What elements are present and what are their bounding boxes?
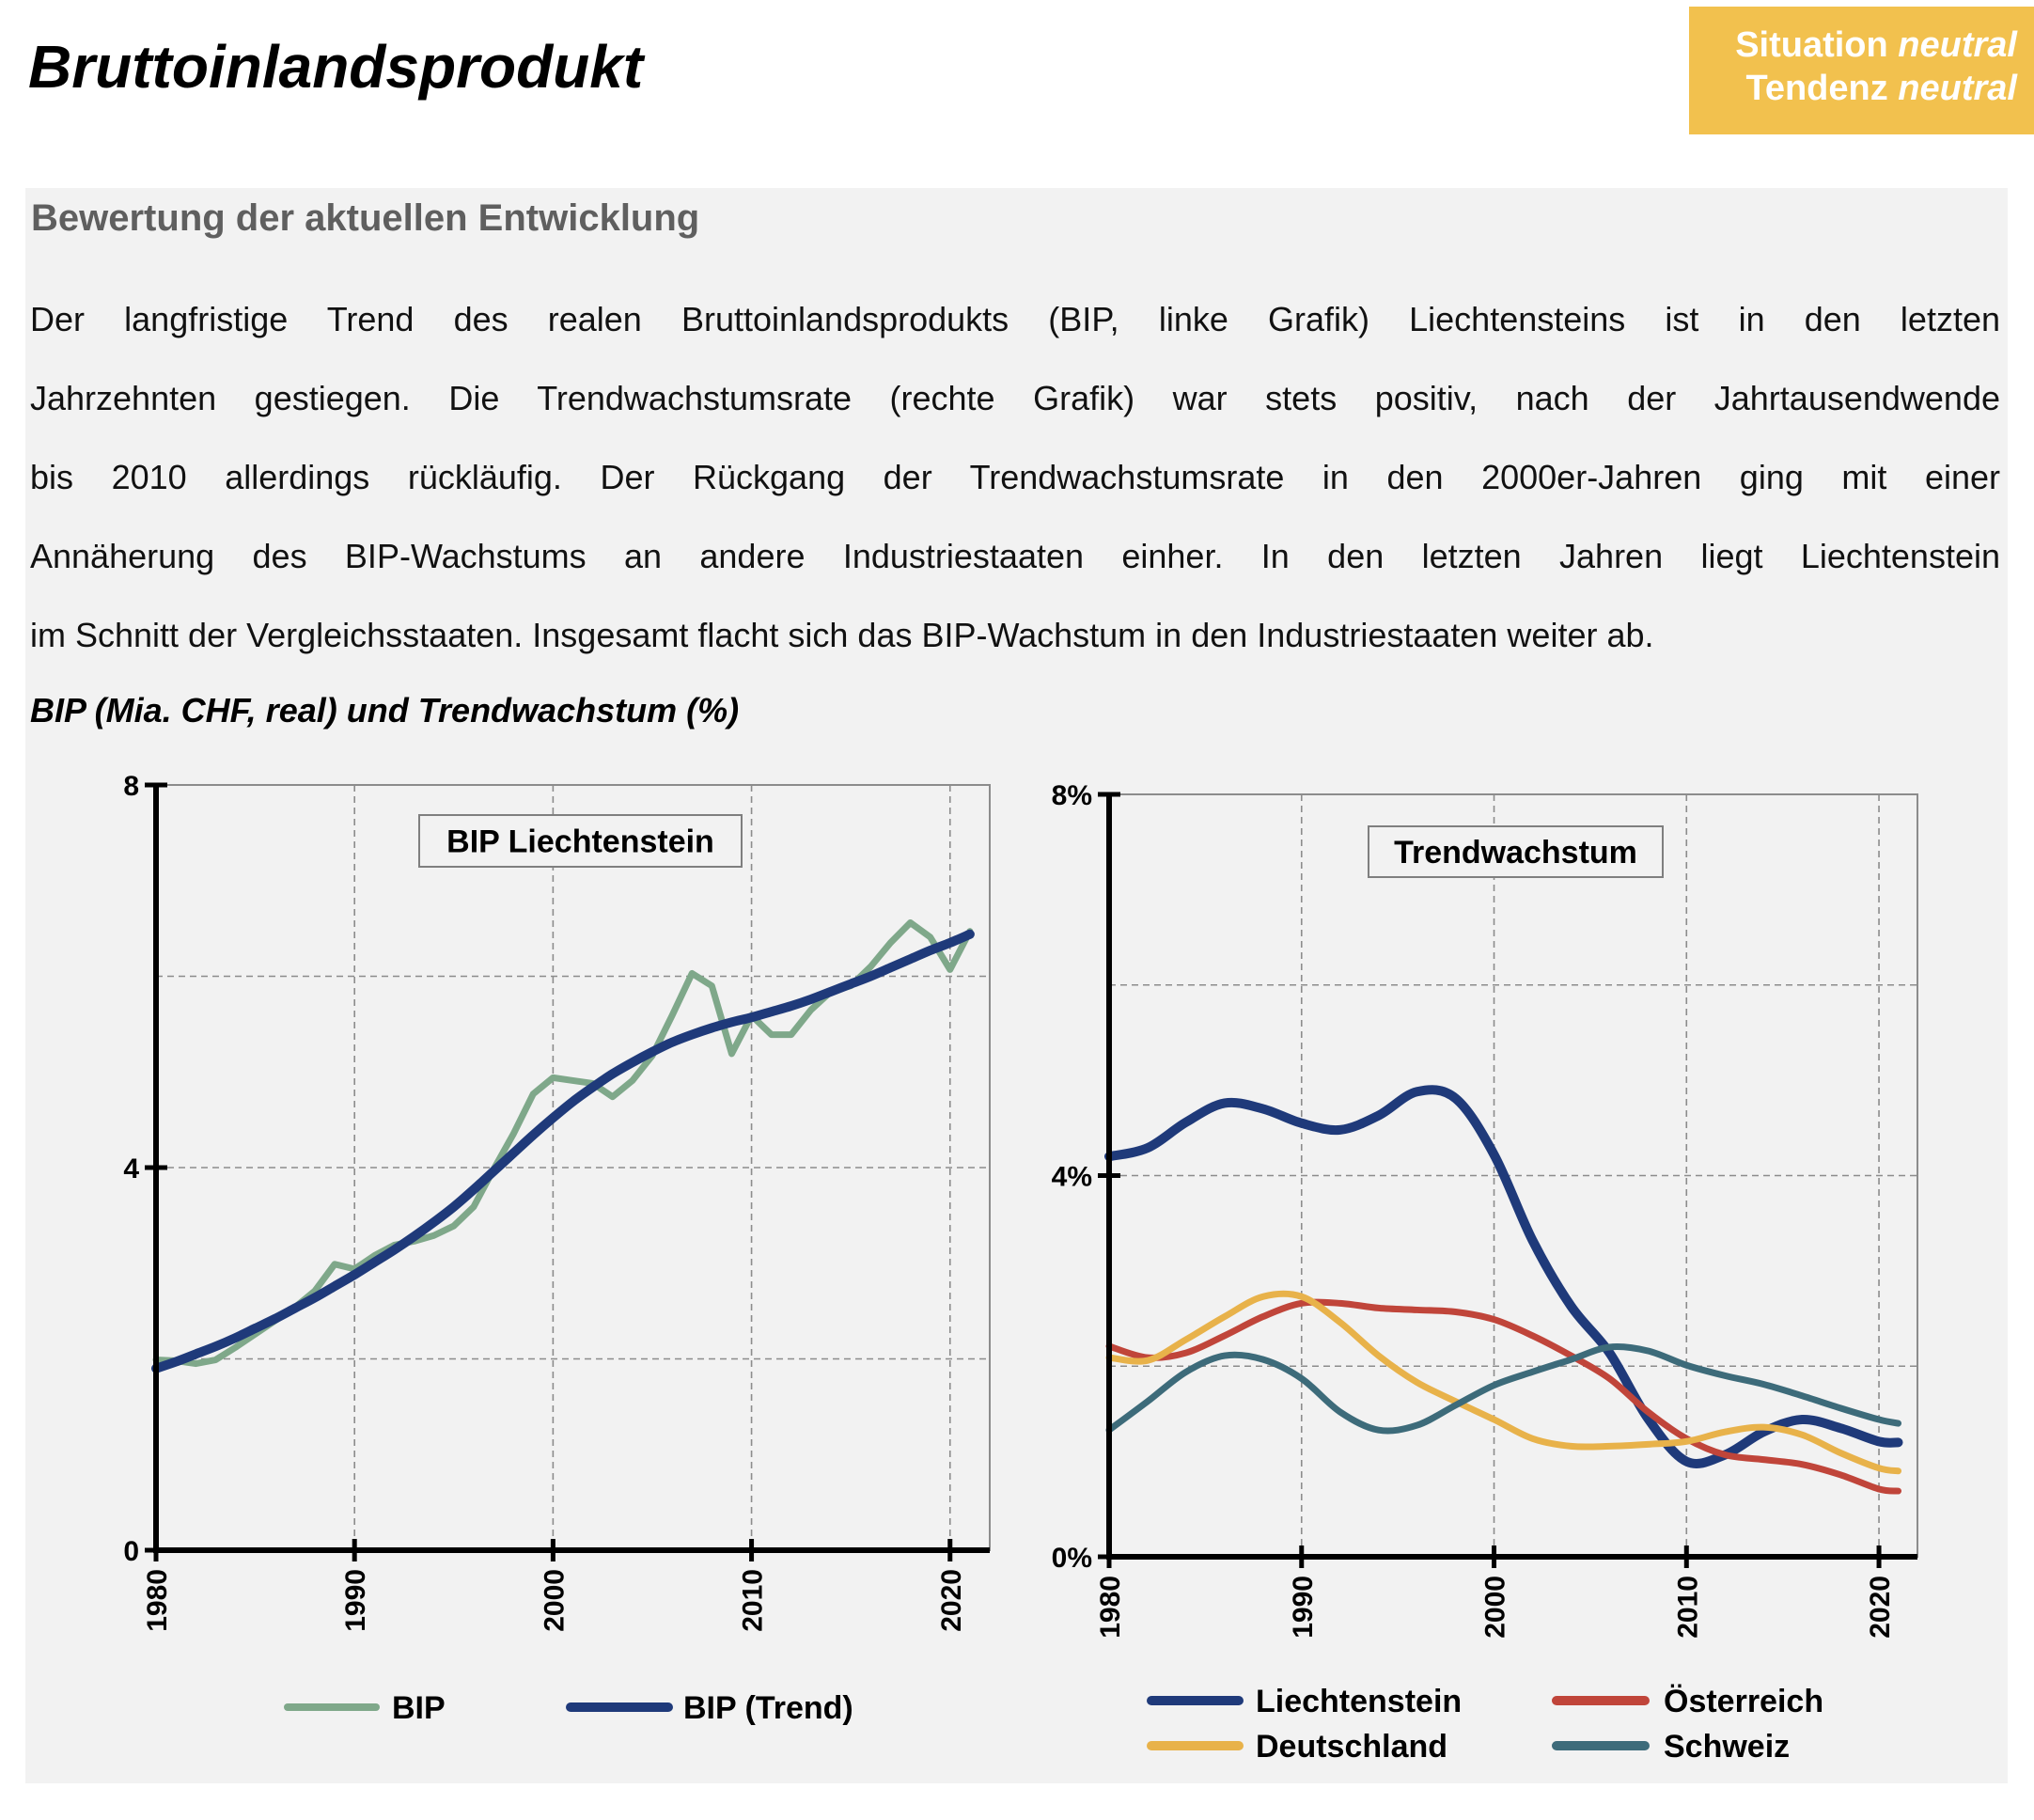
- legend-label: Liechtenstein: [1256, 1684, 1462, 1719]
- series-line-liechtenstein: [1104, 1085, 1903, 1468]
- trend-growth-chart: 0% 4% 8% 1980 1990 2000 2010 2020 Trendwachstum L…: [1052, 780, 1918, 1765]
- y-tick-label: 8: [123, 771, 139, 802]
- paragraph-line: Der langfristige Trend des realen Brutto…: [30, 300, 2000, 338]
- x-tick-label: 2020: [1865, 1576, 1896, 1639]
- figure-title: BIP (Mia. CHF, real) und Trendwachstum (…: [30, 691, 740, 730]
- chart-title: Trendwachstum: [1394, 835, 1637, 871]
- tendenz-value: neutral: [1898, 69, 2017, 108]
- x-tick-label: 2000: [1480, 1576, 1511, 1639]
- series-line-deutschland: [1105, 1290, 1902, 1475]
- paragraph-line: bis 2010 allerdings rückläufig. Der Rück…: [30, 458, 2000, 496]
- assessment-paragraph: Der langfristige Trend des realen Brutto…: [30, 280, 2000, 675]
- x-tick-label: 2010: [1672, 1576, 1703, 1639]
- x-tick-label: 2020: [936, 1569, 967, 1632]
- plot-border: [1108, 793, 1918, 1558]
- situation-value: neutral: [1898, 25, 2017, 65]
- tendenz-label: Tendenz: [1745, 69, 1888, 108]
- paragraph-line: Jahrzehnten gestiegen. Die Trendwachstum…: [30, 379, 2000, 417]
- legend-label: BIP: [392, 1690, 446, 1726]
- page-title: Bruttoinlandsprodukt: [28, 33, 644, 101]
- bip-chart: 0 4 8 1980 1990 2000 2010 2020 BIP Liechtenstein…: [123, 771, 991, 1726]
- status-badge: Situation neutral Tendenz neutral: [1689, 7, 2034, 134]
- section-heading: Bewertung der aktuellen Entwicklung: [31, 197, 700, 239]
- y-tick-label: 0%: [1052, 1543, 1092, 1574]
- legend-label: Schweiz: [1664, 1729, 1790, 1765]
- x-tick-label: 1980: [1095, 1576, 1126, 1639]
- y-tick-label: 4%: [1052, 1162, 1092, 1193]
- paragraph-line: im Schnitt der Vergleichsstaaten. Insges…: [30, 616, 1654, 654]
- legend-label: Deutschland: [1256, 1729, 1447, 1765]
- situation-label: Situation: [1735, 25, 1888, 65]
- series-line--sterreich: [1105, 1298, 1902, 1495]
- legend-label: BIP (Trend): [683, 1690, 853, 1726]
- y-tick-label: 4: [123, 1153, 139, 1185]
- x-tick-label: 1990: [1288, 1576, 1319, 1639]
- x-tick-label: 2000: [539, 1569, 570, 1632]
- series-line-schweiz: [1105, 1343, 1902, 1435]
- x-tick-label: 1980: [142, 1569, 173, 1632]
- x-tick-label: 1990: [340, 1569, 371, 1632]
- series-line-bip-trend-: [151, 929, 975, 1373]
- chart-title-box: [418, 814, 743, 868]
- y-tick-label: 0: [123, 1536, 139, 1567]
- y-tick-label: 8%: [1052, 780, 1092, 811]
- chart-title-box: [1368, 825, 1664, 878]
- x-tick-label: 2010: [738, 1569, 769, 1632]
- paragraph-line: Annäherung des BIP-Wachstums an andere I…: [30, 537, 2000, 575]
- chart-title: BIP Liechtenstein: [446, 824, 714, 860]
- legend-label: Österreich: [1664, 1684, 1823, 1719]
